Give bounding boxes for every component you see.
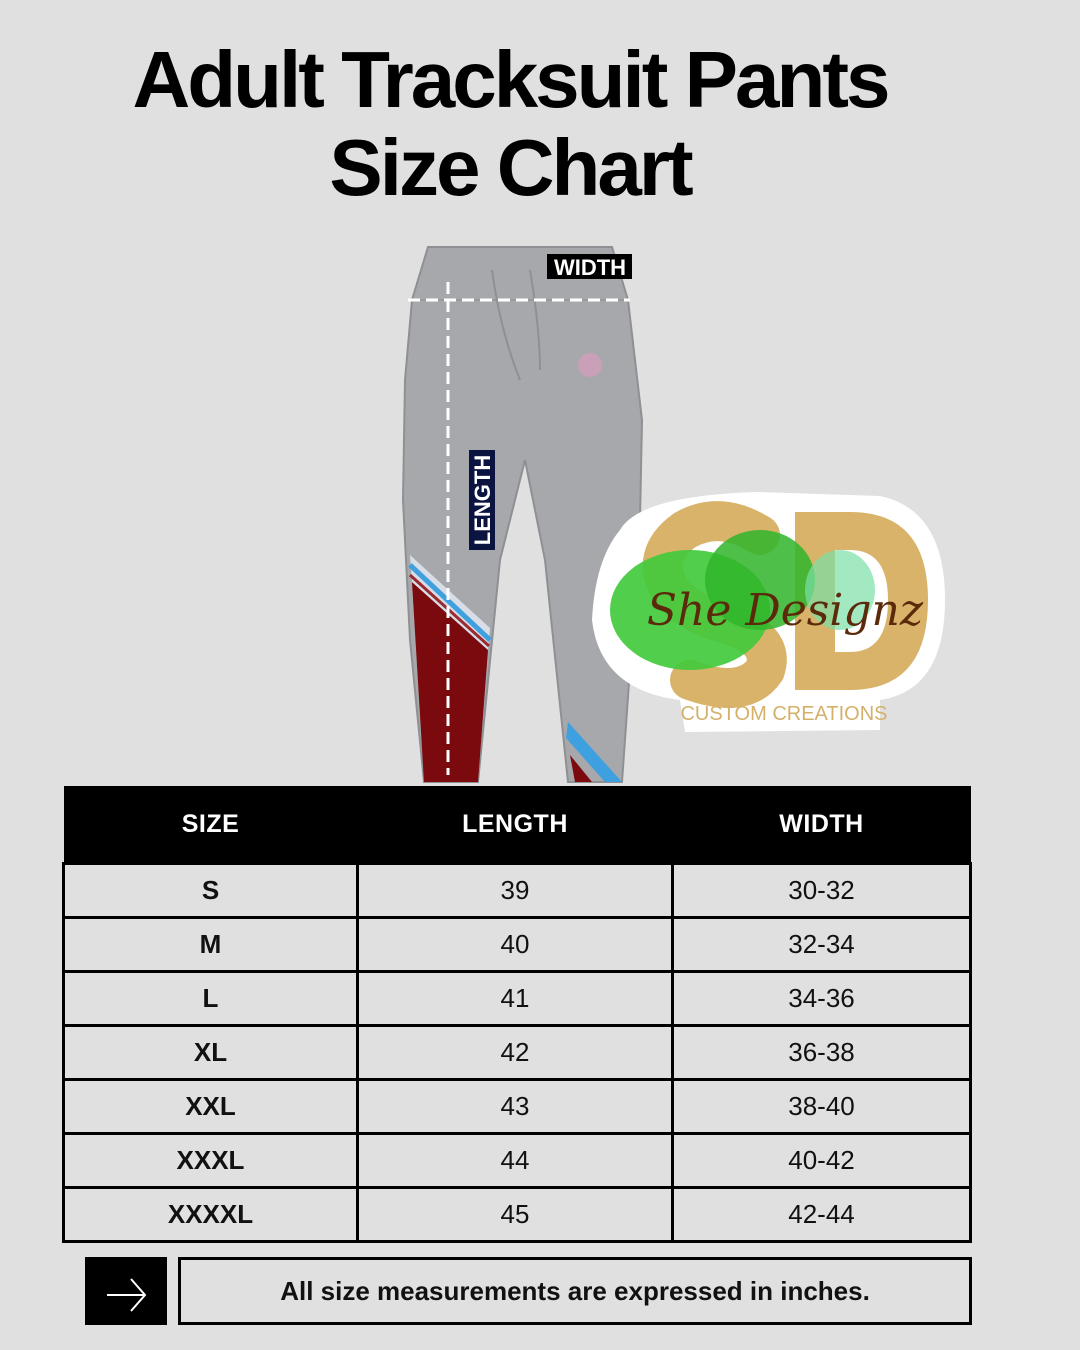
cell-width: 32-34 <box>671 916 972 973</box>
units-note: All size measurements are expressed in i… <box>178 1257 972 1325</box>
arrow-box <box>85 1257 167 1325</box>
cell-length: 39 <box>356 862 674 919</box>
size-table: SIZE LENGTH WIDTH S 39 30-32 M 40 32-34 L 41 34-… <box>62 786 972 1243</box>
cell-size: L <box>62 970 359 1027</box>
cell-width: 34-36 <box>671 970 972 1027</box>
cell-width: 40-42 <box>671 1132 972 1189</box>
arrow-right-icon <box>107 1278 147 1312</box>
cell-size: S <box>62 862 359 919</box>
width-label: WIDTH <box>554 255 626 280</box>
she-designz-logo: She Designz CUSTOM CREATIONS <box>592 492 945 732</box>
table-row: S 39 30-32 <box>62 862 972 919</box>
logo-tagline: CUSTOM CREATIONS <box>680 703 887 725</box>
table-row: XXXL 44 40-42 <box>62 1132 972 1189</box>
cell-length: 42 <box>356 1024 674 1081</box>
cell-width: 42-44 <box>671 1186 972 1243</box>
title-line-2: Size Chart <box>329 123 693 212</box>
cell-width: 30-32 <box>671 862 972 919</box>
table-row: L 41 34-36 <box>62 970 972 1027</box>
cell-width: 36-38 <box>671 1024 972 1081</box>
cell-size: XL <box>62 1024 359 1081</box>
header-width: WIDTH <box>672 786 971 864</box>
cell-length: 44 <box>356 1132 674 1189</box>
cell-length: 43 <box>356 1078 674 1135</box>
header-size: SIZE <box>63 786 358 864</box>
cell-length: 41 <box>356 970 674 1027</box>
length-label: LENGTH <box>470 455 495 545</box>
cell-size: XXXL <box>62 1132 359 1189</box>
cell-length: 45 <box>356 1186 674 1243</box>
cell-length: 40 <box>356 916 674 973</box>
table-row: M 40 32-34 <box>62 916 972 973</box>
cell-size: M <box>62 916 359 973</box>
logo-script: She Designz <box>647 585 924 636</box>
header-length: LENGTH <box>357 786 673 864</box>
table-header-row: SIZE LENGTH WIDTH <box>63 786 971 864</box>
cell-width: 38-40 <box>671 1078 972 1135</box>
table-row: XXXXL 45 42-44 <box>62 1186 972 1243</box>
table-row: XL 42 36-38 <box>62 1024 972 1081</box>
pants-diagram: WIDTH LENGTH She Designz CUSTOM CREATION… <box>401 246 945 783</box>
pants-illustration <box>401 246 644 783</box>
title-line-1: Adult Tracksuit Pants <box>132 35 891 124</box>
cell-size: XXXXL <box>62 1186 359 1243</box>
cell-size: XXL <box>62 1078 359 1135</box>
table-row: XXL 43 38-40 <box>62 1078 972 1135</box>
